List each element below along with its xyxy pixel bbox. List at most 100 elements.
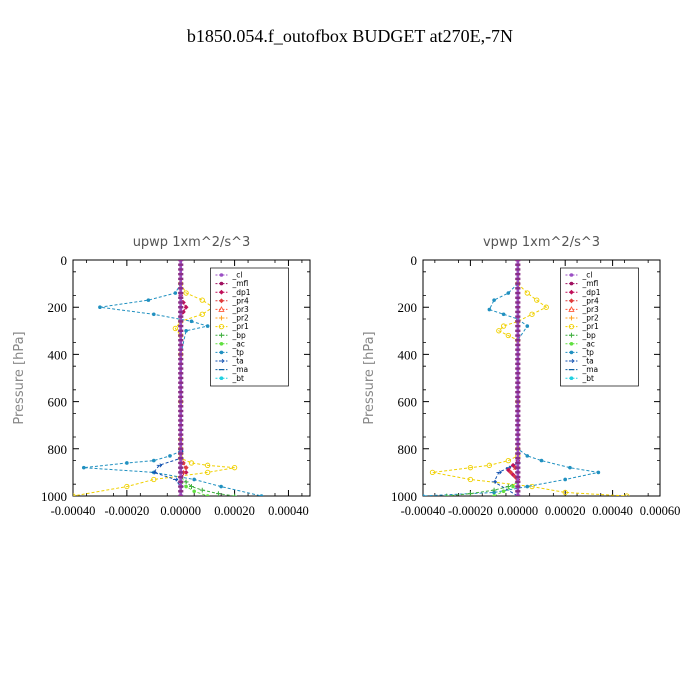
zero-marker-2 xyxy=(515,296,521,299)
series-line-ta-1 xyxy=(152,451,182,496)
chart-title-1: upwp 1xm^2/s^3 xyxy=(133,235,251,250)
series-line-ac-1 xyxy=(180,481,208,496)
legend-marker-2-3 xyxy=(569,298,574,304)
x-tick-label-1-3: 0.00020 xyxy=(214,504,255,518)
data-point-tp-2 xyxy=(423,494,425,496)
data-point-pr1-1 xyxy=(205,462,211,468)
zero-marker-1 xyxy=(178,390,184,394)
zero-marker-1 xyxy=(178,263,184,266)
data-point-pr1-2 xyxy=(500,323,507,329)
x-tick-label-2-5: 0.00060 xyxy=(640,504,681,518)
data-point-tp-1 xyxy=(168,454,172,458)
legend-label-1-11: _ma xyxy=(231,365,248,374)
series-line-tp-2 xyxy=(423,283,599,496)
zero-marker-1 xyxy=(178,343,184,347)
data-point-bp-2 xyxy=(505,484,511,489)
legend-marker-2-10 xyxy=(569,358,575,364)
zero-marker-2 xyxy=(515,400,521,403)
data-point-tp-2 xyxy=(525,454,530,458)
zero-marker-1 xyxy=(178,348,184,351)
legend-label-1-7: _bp xyxy=(231,331,246,340)
zero-marker-1 xyxy=(178,438,184,441)
data-point-tp-1 xyxy=(189,319,194,324)
zero-marker-1 xyxy=(178,480,184,484)
legend-marker-1-0 xyxy=(219,273,224,277)
legend-1: _cl_mfl_dp1_pr4_pr3_pr2_pr1_bp_ac_tp_ta_… xyxy=(210,267,289,387)
zero-marker-1 xyxy=(178,424,184,427)
legend-label-1-3: _pr4 xyxy=(231,296,249,305)
zero-marker-2 xyxy=(515,268,521,271)
zero-marker-1 xyxy=(178,367,184,370)
zero-marker-2 xyxy=(515,490,521,493)
x-tick-label-2-1: -0.00020 xyxy=(448,504,493,518)
y-tick-label-1-5: 1000 xyxy=(41,489,67,504)
data-point-tp-2 xyxy=(487,307,492,312)
legend-marker-1-6 xyxy=(218,323,225,330)
data-point-tp-2 xyxy=(506,291,511,295)
series-line-bp-1 xyxy=(180,467,235,496)
zero-marker-1 xyxy=(178,376,184,380)
legend-label-2-6: _pr1 xyxy=(581,322,599,331)
zero-marker-2 xyxy=(515,480,521,484)
zero-marker-2 xyxy=(515,419,521,422)
zero-marker-2 xyxy=(515,433,521,436)
data-point-ta-1 xyxy=(151,470,157,475)
zero-marker-2 xyxy=(515,442,521,446)
legend-label-1-8: _ac xyxy=(231,339,244,348)
data-point-tp-1 xyxy=(173,291,178,295)
x-tick-label-1-4: 0.00040 xyxy=(268,504,309,518)
legend-label-2-4: _pr3 xyxy=(581,305,599,314)
data-point-pr1-2 xyxy=(467,465,474,471)
legend-marker-1-9 xyxy=(219,350,224,355)
zero-marker-2 xyxy=(515,395,521,399)
data-point-bp-2 xyxy=(444,493,450,496)
zero-marker-2 xyxy=(515,282,521,285)
data-point-pr1-2 xyxy=(624,493,630,496)
zero-marker-2 xyxy=(515,263,521,266)
zero-marker-2 xyxy=(515,320,521,323)
zero-marker-1 xyxy=(178,357,184,361)
zero-marker-1 xyxy=(178,471,184,474)
zero-marker-2 xyxy=(515,447,521,450)
legend-label-2-11: _ma xyxy=(581,365,598,374)
y-tick-label-1-4: 800 xyxy=(48,442,68,457)
zero-marker-1 xyxy=(178,433,184,436)
legend-box-2 xyxy=(560,267,639,387)
zero-marker-2 xyxy=(515,367,521,370)
zero-marker-1 xyxy=(178,395,184,399)
zero-marker-2 xyxy=(515,329,521,332)
data-point-tp-1 xyxy=(81,465,86,470)
legend-label-1-6: _pr1 xyxy=(231,322,249,331)
zero-marker-1 xyxy=(178,315,184,318)
zero-marker-1 xyxy=(178,452,184,455)
data-point-pr1-2 xyxy=(562,489,568,496)
legend-label-2-8: _ac xyxy=(581,339,594,348)
data-point-pr1-2 xyxy=(534,297,540,303)
zero-marker-2 xyxy=(515,287,521,290)
zero-marker-2 xyxy=(515,494,521,496)
data-point-ac-1 xyxy=(205,494,210,496)
x-tick-label-2-3: 0.00020 xyxy=(545,504,586,518)
zero-marker-1 xyxy=(178,301,184,304)
legend-label-1-10: _ta xyxy=(231,357,243,366)
legend-label-1-5: _pr2 xyxy=(231,314,249,323)
x-tick-label-2-0: -0.00040 xyxy=(401,504,446,518)
plot-area-2 xyxy=(423,260,630,496)
legend-marker-2-4 xyxy=(568,306,575,312)
legend-label-1-1: _mfl xyxy=(231,279,248,288)
zero-marker-2 xyxy=(515,339,521,342)
data-point-ac-1 xyxy=(184,484,188,489)
zero-marker-1 xyxy=(178,320,184,323)
y-tick-label-2-5: 1000 xyxy=(391,489,417,504)
legend-marker-1-2 xyxy=(219,289,224,295)
data-point-tp-2 xyxy=(596,470,601,475)
zero-marker-1 xyxy=(178,287,184,290)
legend-label-1-4: _pr3 xyxy=(231,305,249,314)
figure-title: b1850.054.f_outofbox BUDGET at270E,-7N xyxy=(187,26,513,46)
data-point-pr1-1 xyxy=(188,460,195,466)
chart-title-2: vpwp 1xm^2/s^3 xyxy=(483,235,600,250)
legend-label-2-7: _bp xyxy=(581,331,596,340)
zero-marker-2 xyxy=(515,390,521,394)
data-point-pr1-2 xyxy=(496,328,502,334)
data-point-pr1-2 xyxy=(524,290,530,296)
